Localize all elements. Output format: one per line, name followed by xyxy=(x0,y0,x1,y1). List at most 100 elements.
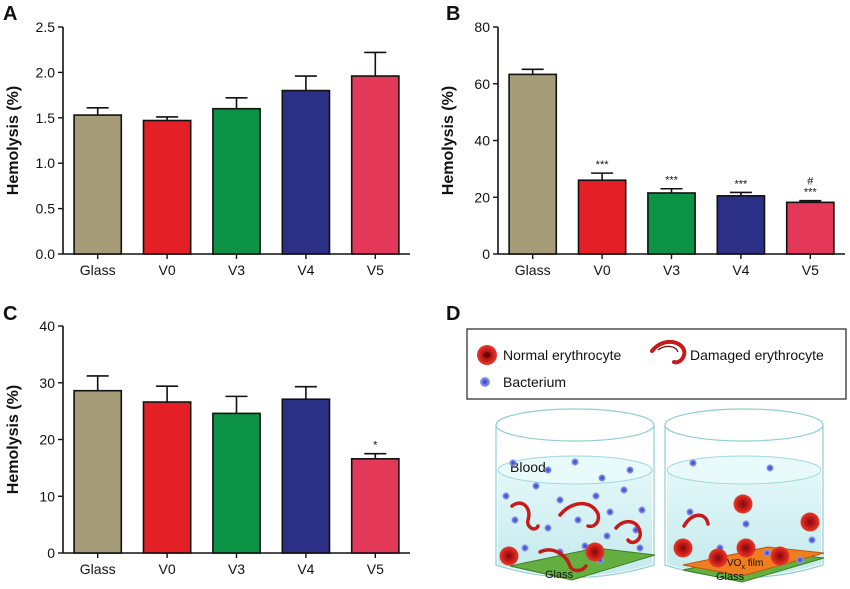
panel-letter-a: A xyxy=(3,3,17,25)
y-tick-label: 1.0 xyxy=(36,155,56,171)
erythrocyte-normal xyxy=(585,542,605,562)
x-tick-label: V0 xyxy=(159,262,176,278)
erythrocyte-damaged xyxy=(558,501,601,529)
bar-v5 xyxy=(350,75,400,255)
bacterium-dot xyxy=(603,532,611,540)
erythrocyte-damaged xyxy=(614,519,642,545)
y-tick-label: 40 xyxy=(39,318,55,334)
bar-v5 xyxy=(350,457,400,554)
y-tick-label: 20 xyxy=(39,432,55,448)
erythrocyte-damaged xyxy=(682,513,710,528)
bacterium-dot xyxy=(606,508,614,516)
y-axis-label: Hemolysis (%) xyxy=(440,86,457,195)
bar-v4 xyxy=(281,89,331,255)
bacterium-dot xyxy=(796,556,804,564)
bar-glass xyxy=(73,114,123,255)
glass-label-left: Glass xyxy=(545,569,574,581)
bacterium-dot xyxy=(686,508,694,516)
y-tick-label: 2.0 xyxy=(36,64,56,80)
erythrocyte-normal xyxy=(800,512,820,532)
y-tick-label: 0.0 xyxy=(36,246,56,262)
legend-bacterium-label: Bacterium xyxy=(503,374,566,390)
panel-letter-d: D xyxy=(446,303,460,325)
x-tick-label: Glass xyxy=(80,262,116,278)
bacterium-dot xyxy=(571,458,579,466)
bacterium-dot xyxy=(521,544,529,552)
bacterium-dot xyxy=(544,466,552,474)
x-tick-label: V5 xyxy=(802,262,819,278)
beaker-left: Glass Blood xyxy=(495,408,656,581)
bacterium-dot xyxy=(808,536,816,544)
x-tick-label: V5 xyxy=(367,561,384,577)
bacterium-dot xyxy=(592,492,600,500)
bar-v0 xyxy=(577,179,627,255)
panel-letter-b: B xyxy=(446,3,460,25)
x-tick-label: V4 xyxy=(297,561,314,577)
panel-letter-c: C xyxy=(3,303,17,325)
legend-damaged-label: Damaged erythrocyte xyxy=(690,347,824,363)
bacterium-dot xyxy=(620,486,628,494)
x-tick-label: Glass xyxy=(515,262,551,278)
y-tick-label: 60 xyxy=(474,76,490,92)
schematic-panel-d: Normal erythrocyte Damaged erythrocyte B… xyxy=(466,328,847,583)
bacterium-dot xyxy=(766,464,774,472)
x-tick-label: V3 xyxy=(228,561,245,577)
y-tick-label: 1.5 xyxy=(36,110,56,126)
significance-label: # xyxy=(807,176,814,188)
y-axis-label: Hemolysis (%) xyxy=(5,86,22,195)
y-tick-label: 0.5 xyxy=(36,201,56,217)
bar-v3 xyxy=(212,107,261,255)
bacterium-dot xyxy=(509,459,517,467)
erythrocyte-normal xyxy=(770,546,790,566)
bar-v4 xyxy=(716,195,766,255)
x-tick-label: V4 xyxy=(297,262,314,278)
legend-box xyxy=(466,328,847,400)
bacterium-dot xyxy=(598,474,606,482)
y-tick-label: 40 xyxy=(474,133,490,149)
x-tick-label: V4 xyxy=(732,262,749,278)
significance-label: * xyxy=(373,440,378,452)
x-tick-label: V0 xyxy=(594,262,611,278)
x-tick-label: Glass xyxy=(80,561,116,577)
bacterium-dot xyxy=(636,544,644,552)
blood-label: Blood xyxy=(510,459,546,475)
significance-label: *** xyxy=(665,175,679,187)
bar-v5 xyxy=(785,201,835,255)
bar-v3 xyxy=(212,412,261,554)
bacterium-dot xyxy=(742,520,750,528)
bacterium-dot xyxy=(532,482,540,490)
glass-label-right: Glass xyxy=(716,571,745,583)
erythrocyte-normal xyxy=(708,548,728,568)
bacterium-dot xyxy=(574,516,582,524)
significance-label: *** xyxy=(804,187,818,199)
x-tick-label: V3 xyxy=(228,262,245,278)
erythrocyte-normal xyxy=(673,538,693,558)
bar-v0 xyxy=(142,401,192,554)
x-tick-label: V3 xyxy=(663,262,680,278)
y-tick-label: 0 xyxy=(47,545,55,561)
y-tick-label: 0 xyxy=(482,246,490,262)
y-tick-label: 10 xyxy=(39,488,55,504)
bacterium-dot xyxy=(689,459,697,467)
y-tick-label: 2.5 xyxy=(36,19,56,35)
bacterium-dot xyxy=(544,524,552,532)
bacterium-dot xyxy=(638,506,646,514)
erythrocyte-normal xyxy=(499,546,519,566)
y-tick-label: 80 xyxy=(474,19,490,35)
bacterium-dot xyxy=(502,492,510,500)
bacterium-dot xyxy=(763,549,771,557)
x-tick-label: V0 xyxy=(159,561,176,577)
bacterium-icon xyxy=(480,377,490,387)
bar-glass xyxy=(508,73,558,255)
bacterium-dot xyxy=(626,466,634,474)
legend-normal-label: Normal erythrocyte xyxy=(503,347,621,363)
y-axis-label: Hemolysis (%) xyxy=(5,385,22,494)
erythrocyte-normal xyxy=(736,538,756,558)
chart-panel-b: 0 20 40 60 80 Hemolysis (%) Glass V0 *** V3 *** V4 *… xyxy=(440,19,845,278)
erythrocyte-damaged xyxy=(538,548,588,573)
significance-label: *** xyxy=(596,159,610,171)
erythrocyte-damaged xyxy=(510,501,540,531)
erythrocyte-normal xyxy=(733,494,753,514)
bar-v3 xyxy=(647,192,696,255)
